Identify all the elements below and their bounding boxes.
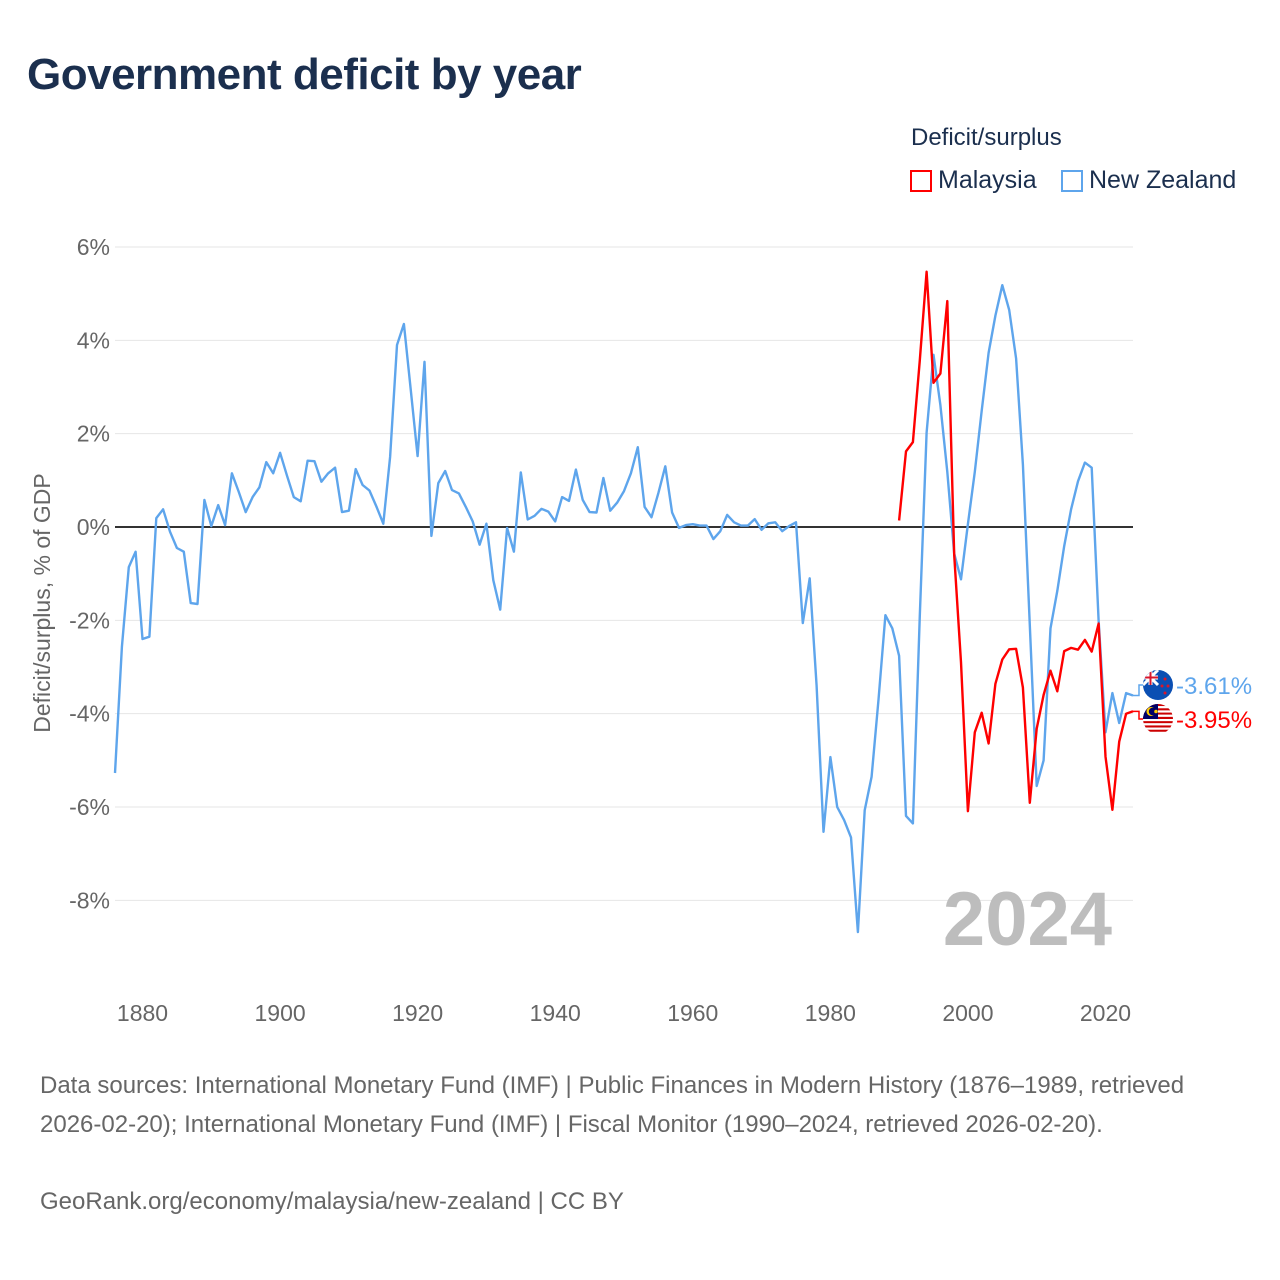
x-tick-label: 1980 [805, 1000, 856, 1026]
legend-swatch-new-zealand [1061, 169, 1083, 192]
y-tick-label: 4% [77, 327, 110, 353]
y-tick-labels: 6% 4% 2% 0% -2% -4% -6% -8% [69, 234, 110, 913]
end-label-malaysia: -3.95% [1176, 707, 1252, 734]
series-line-new-zealand[interactable] [113, 284, 1134, 934]
footer-credit[interactable]: GeoRank.org/economy/malaysia/new-zealand… [40, 1188, 624, 1215]
y-axis-label: Deficit/surplus, % of GDP [29, 473, 55, 732]
new-zealand-flag-icon [1143, 670, 1173, 700]
x-tick-label: 1960 [667, 1000, 718, 1026]
end-label-new-zealand: -3.61% [1176, 673, 1252, 700]
x-tick-label: 1940 [530, 1000, 581, 1026]
y-tick-label: -6% [69, 794, 110, 820]
y-tick-label: 0% [77, 514, 110, 540]
malaysia-flag-icon [1143, 704, 1173, 734]
x-tick-labels: 1880 1900 1920 1940 1960 1980 2000 2020 [117, 1000, 1131, 1026]
y-tick-label: -2% [69, 607, 110, 633]
legend-label-new-zealand: New Zealand [1089, 166, 1237, 194]
series-lines [113, 270, 1134, 934]
x-tick-label: 1920 [392, 1000, 443, 1026]
end-label-connector-new-zealand [1133, 684, 1145, 697]
chart-title: Government deficit by year [27, 50, 582, 99]
x-tick-label: 2020 [1080, 1000, 1131, 1026]
gridlines [115, 246, 1133, 901]
footer-sources: Data sources: International Monetary Fun… [40, 1072, 1185, 1138]
y-tick-label: -4% [69, 701, 110, 727]
legend-item-malaysia[interactable]: Malaysia [910, 166, 1037, 195]
legend-label-malaysia: Malaysia [938, 166, 1037, 194]
legend-swatch-malaysia [910, 169, 932, 192]
x-tick-label: 2000 [942, 1000, 993, 1026]
end-labels: -3.61% -3.95% [1133, 670, 1252, 734]
series-line-malaysia[interactable] [897, 270, 1134, 813]
y-tick-label: -8% [69, 887, 110, 913]
end-label-connector-malaysia [1133, 710, 1145, 720]
legend-item-new-zealand[interactable]: New Zealand [1061, 166, 1236, 195]
legend-title: Deficit/surplus [911, 124, 1062, 151]
y-tick-label: 2% [77, 421, 110, 447]
x-tick-label: 1900 [254, 1000, 305, 1026]
y-tick-label: 6% [77, 234, 110, 260]
year-watermark: 2024 [943, 877, 1112, 962]
x-tick-label: 1880 [117, 1000, 168, 1026]
